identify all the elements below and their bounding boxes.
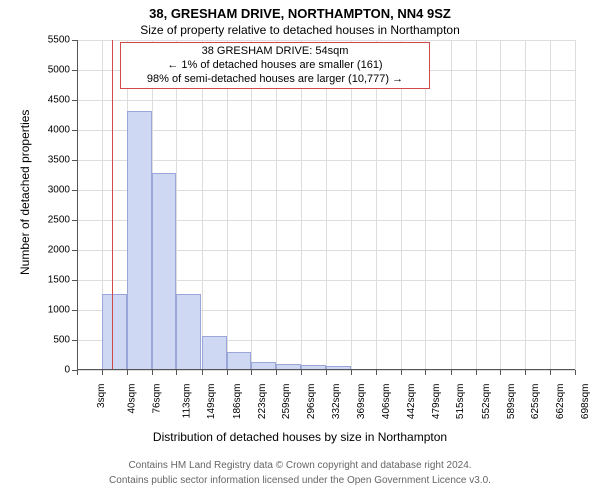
histogram-bar xyxy=(152,173,176,370)
x-tick xyxy=(77,370,78,375)
gridline-v xyxy=(301,40,302,370)
x-tick xyxy=(500,370,501,375)
y-tick-label: 3500 xyxy=(0,155,70,166)
y-tick-label: 5500 xyxy=(0,35,70,46)
gridline-v xyxy=(351,40,352,370)
x-axis-label: Distribution of detached houses by size … xyxy=(0,430,600,444)
plot-area xyxy=(77,40,575,370)
x-tick-label: 149sqm xyxy=(206,384,217,420)
chart-title: 38, GRESHAM DRIVE, NORTHAMPTON, NN4 9SZ xyxy=(0,6,600,21)
x-tick-label: 3sqm xyxy=(96,384,107,408)
y-tick-label: 5000 xyxy=(0,65,70,76)
x-tick xyxy=(550,370,551,375)
gridline-v xyxy=(276,40,277,370)
annotation-line: 98% of semi-detached houses are larger (… xyxy=(125,73,425,87)
x-tick-label: 589sqm xyxy=(506,384,517,420)
x-axis-line xyxy=(77,369,575,370)
gridline-v xyxy=(401,40,402,370)
annotation-line: ← 1% of detached houses are smaller (161… xyxy=(125,59,425,73)
x-tick-label: 369sqm xyxy=(356,384,367,420)
x-tick-label: 76sqm xyxy=(151,384,162,414)
annotation-line: 38 GRESHAM DRIVE: 54sqm xyxy=(125,45,425,59)
x-tick-label: 259sqm xyxy=(281,384,292,420)
y-tick-label: 4000 xyxy=(0,125,70,136)
gridline-v xyxy=(202,40,203,370)
x-tick-label: 442sqm xyxy=(406,384,417,420)
x-tick xyxy=(127,370,128,375)
x-tick-label: 40sqm xyxy=(127,384,138,414)
x-tick-label: 113sqm xyxy=(181,384,192,419)
x-tick-label: 186sqm xyxy=(232,384,243,420)
y-axis-line xyxy=(77,40,78,370)
x-tick xyxy=(401,370,402,375)
x-tick xyxy=(251,370,252,375)
y-tick-label: 500 xyxy=(0,335,70,346)
chart-subtitle: Size of property relative to detached ho… xyxy=(0,23,600,37)
x-tick-label: 662sqm xyxy=(555,384,566,420)
x-tick xyxy=(301,370,302,375)
annotation-box: 38 GRESHAM DRIVE: 54sqm← 1% of detached … xyxy=(120,42,430,89)
x-tick-label: 296sqm xyxy=(306,384,317,420)
x-tick xyxy=(152,370,153,375)
x-tick xyxy=(425,370,426,375)
x-tick xyxy=(202,370,203,375)
x-tick xyxy=(376,370,377,375)
gridline-v xyxy=(500,40,501,370)
figure: { "title": { "text": "38, GRESHAM DRIVE,… xyxy=(0,0,600,500)
histogram-bar xyxy=(127,111,152,370)
reference-line xyxy=(112,40,113,370)
y-tick-label: 3000 xyxy=(0,185,70,196)
gridline-v xyxy=(376,40,377,370)
x-tick-label: 625sqm xyxy=(530,384,541,420)
y-tick-label: 1000 xyxy=(0,305,70,316)
x-tick-label: 698sqm xyxy=(580,384,591,420)
x-tick-label: 552sqm xyxy=(481,384,492,420)
y-tick-label: 2500 xyxy=(0,215,70,226)
gridline-v xyxy=(550,40,551,370)
histogram-bar xyxy=(176,294,201,370)
y-tick-label: 4500 xyxy=(0,95,70,106)
histogram-bar xyxy=(102,294,126,370)
x-tick xyxy=(451,370,452,375)
x-tick xyxy=(102,370,103,375)
y-tick-label: 1500 xyxy=(0,275,70,286)
gridline-v xyxy=(476,40,477,370)
x-tick xyxy=(525,370,526,375)
gridline-v xyxy=(227,40,228,370)
x-tick xyxy=(476,370,477,375)
y-tick-label: 0 xyxy=(0,365,70,376)
x-tick xyxy=(176,370,177,375)
x-tick-label: 332sqm xyxy=(331,384,342,420)
x-tick xyxy=(227,370,228,375)
x-tick-label: 515sqm xyxy=(455,384,466,420)
y-tick-label: 2000 xyxy=(0,245,70,256)
footer-line-2: Contains public sector information licen… xyxy=(0,475,600,486)
gridline-v xyxy=(326,40,327,370)
x-tick xyxy=(276,370,277,375)
gridline-v xyxy=(575,40,576,370)
gridline-v xyxy=(525,40,526,370)
x-tick-label: 223sqm xyxy=(257,384,268,420)
gridline-v xyxy=(451,40,452,370)
gridline-v xyxy=(251,40,252,370)
histogram-bar xyxy=(227,352,251,370)
gridline-v xyxy=(425,40,426,370)
x-tick-label: 479sqm xyxy=(431,384,442,420)
x-tick xyxy=(326,370,327,375)
x-tick xyxy=(351,370,352,375)
histogram-bar xyxy=(202,336,227,370)
footer-line-1: Contains HM Land Registry data © Crown c… xyxy=(0,460,600,471)
x-tick-label: 406sqm xyxy=(381,384,392,420)
x-tick xyxy=(575,370,576,375)
